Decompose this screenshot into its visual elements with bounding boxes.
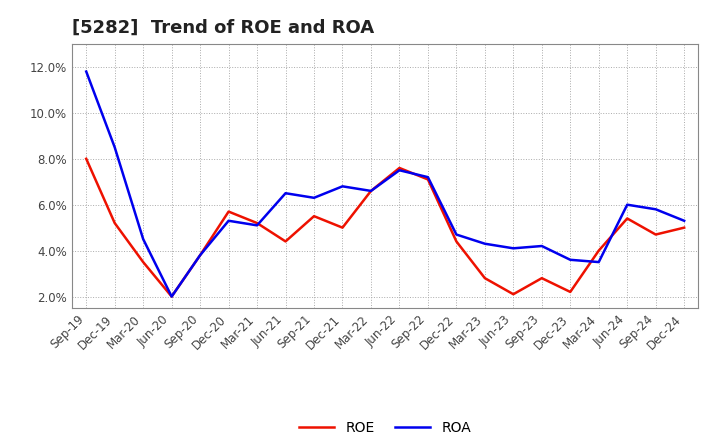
ROE bbox=[139, 260, 148, 265]
ROA bbox=[167, 294, 176, 299]
ROA bbox=[310, 195, 318, 201]
Legend: ROE, ROA: ROE, ROA bbox=[294, 415, 477, 440]
ROA bbox=[253, 223, 261, 228]
ROE bbox=[196, 253, 204, 258]
ROA bbox=[623, 202, 631, 207]
ROA bbox=[566, 257, 575, 262]
ROE bbox=[652, 232, 660, 237]
ROA bbox=[139, 236, 148, 242]
ROE bbox=[509, 292, 518, 297]
ROA bbox=[225, 218, 233, 224]
ROE bbox=[167, 294, 176, 299]
ROA bbox=[282, 191, 290, 196]
ROA bbox=[652, 207, 660, 212]
ROA bbox=[452, 232, 461, 237]
ROE bbox=[452, 239, 461, 244]
ROA bbox=[595, 260, 603, 265]
ROE bbox=[480, 275, 489, 281]
ROE bbox=[282, 239, 290, 244]
ROE bbox=[423, 177, 432, 182]
ROA bbox=[423, 175, 432, 180]
Line: ROA: ROA bbox=[86, 72, 684, 297]
Text: [5282]  Trend of ROE and ROA: [5282] Trend of ROE and ROA bbox=[72, 19, 374, 37]
Line: ROE: ROE bbox=[86, 159, 684, 297]
ROE bbox=[566, 289, 575, 294]
ROE bbox=[537, 275, 546, 281]
ROE bbox=[595, 248, 603, 253]
ROE bbox=[110, 220, 119, 226]
ROE bbox=[680, 225, 688, 230]
ROE bbox=[253, 220, 261, 226]
ROA bbox=[680, 218, 688, 224]
ROE bbox=[225, 209, 233, 214]
ROA bbox=[537, 243, 546, 249]
ROA bbox=[395, 168, 404, 173]
ROE bbox=[310, 213, 318, 219]
ROA bbox=[338, 183, 347, 189]
ROE bbox=[338, 225, 347, 230]
ROE bbox=[623, 216, 631, 221]
ROA bbox=[366, 188, 375, 194]
ROE bbox=[82, 156, 91, 161]
ROE bbox=[395, 165, 404, 171]
ROE bbox=[366, 188, 375, 194]
ROA bbox=[196, 253, 204, 258]
ROA bbox=[480, 241, 489, 246]
ROA bbox=[110, 145, 119, 150]
ROA bbox=[82, 69, 91, 74]
ROA bbox=[509, 246, 518, 251]
